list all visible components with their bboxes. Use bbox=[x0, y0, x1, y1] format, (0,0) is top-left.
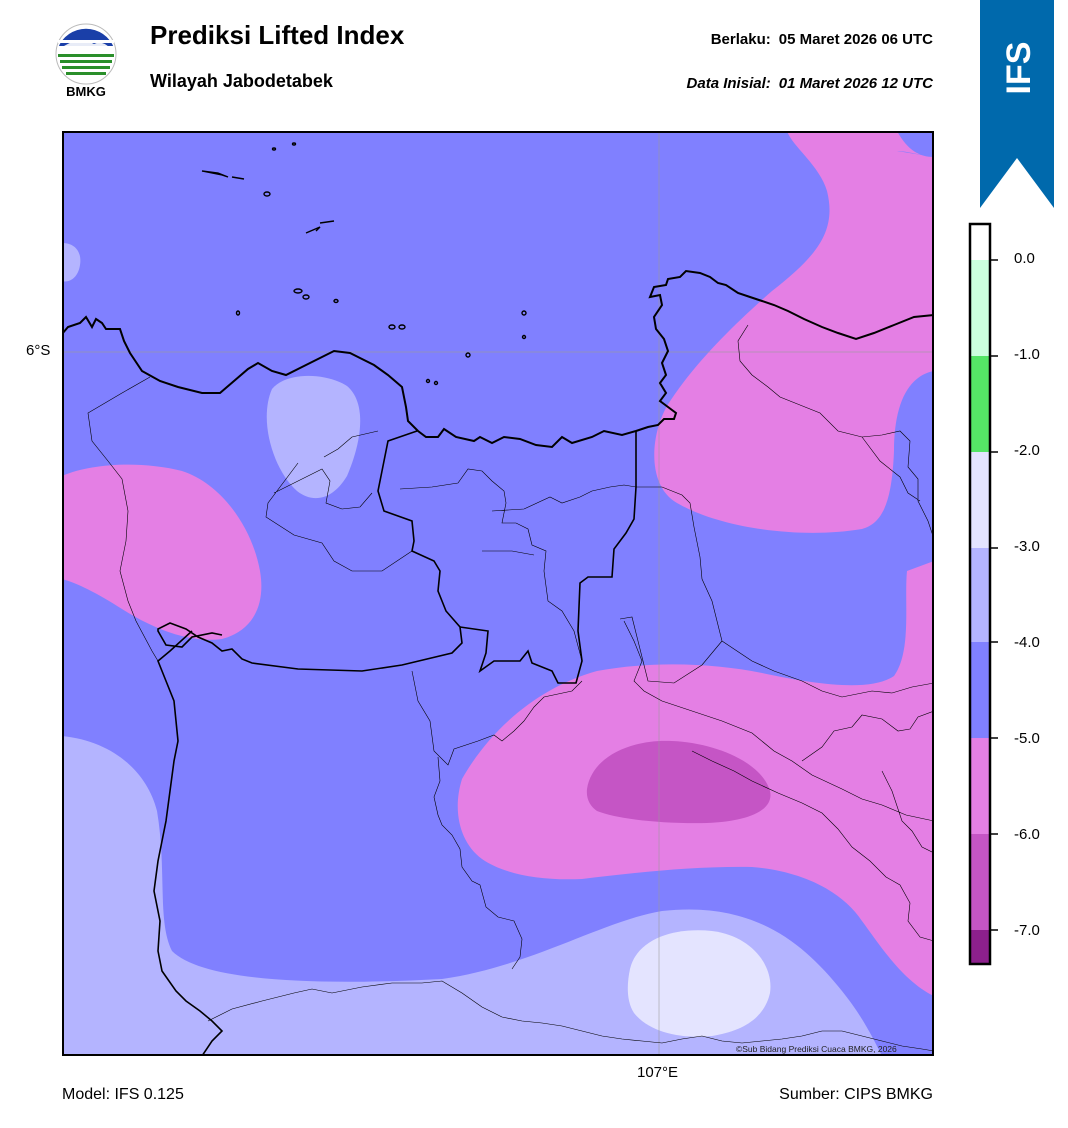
field-s-lightest bbox=[627, 930, 771, 1037]
model-ribbon-text: IFS bbox=[1000, 42, 1038, 95]
cb-seg-4-to-5 bbox=[970, 642, 990, 738]
page-title: Prediksi Lifted Index bbox=[150, 20, 405, 50]
cb-tick-2: -2.0 bbox=[1014, 442, 1040, 459]
lifted-index-map bbox=[62, 131, 934, 1056]
cb-tick-6: -6.0 bbox=[1014, 826, 1040, 843]
model-info: Model: IFS 0.125 bbox=[62, 1086, 184, 1103]
regency-borders bbox=[87, 324, 934, 1052]
valid-label: Berlaku: bbox=[710, 31, 771, 48]
coastline bbox=[62, 269, 934, 449]
cb-tick-4: -4.0 bbox=[1014, 634, 1040, 651]
cb-tick-3: -3.0 bbox=[1014, 538, 1040, 555]
province-border-west bbox=[153, 630, 224, 1056]
copyright-text: ©Sub Bidang Prediksi Cuaca BMKG, 2026 bbox=[736, 1044, 897, 1054]
province-border bbox=[157, 430, 463, 672]
source-info: Sumber: CIPS BMKG bbox=[779, 1086, 933, 1103]
bmkg-logo-icon bbox=[55, 23, 117, 85]
valid-value: 05 Maret 2026 06 UTC bbox=[778, 31, 933, 48]
cb-seg-5-to-6 bbox=[970, 738, 990, 834]
colorbar bbox=[968, 222, 998, 966]
longitude-label: 107°E bbox=[637, 1064, 679, 1081]
cb-seg-2-to-3 bbox=[970, 452, 990, 548]
field-nw-light bbox=[266, 375, 361, 499]
page-subtitle: Wilayah Jabodetabek bbox=[150, 71, 333, 91]
init-value: 01 Maret 2026 12 UTC bbox=[778, 75, 933, 92]
cb-tick-5: -5.0 bbox=[1014, 730, 1040, 747]
cb-seg-6-to-7 bbox=[970, 834, 990, 930]
model-ribbon: IFS bbox=[980, 0, 1054, 208]
cb-tick-1: -1.0 bbox=[1014, 346, 1040, 363]
field-ne-notch bbox=[897, 131, 934, 157]
latitude-label: 6°S bbox=[26, 342, 51, 359]
cb-tick-0: 0.0 bbox=[1014, 250, 1035, 267]
field-ne-pink bbox=[654, 131, 934, 533]
field-w-dot bbox=[62, 243, 81, 282]
cb-seg-above-0 bbox=[970, 224, 990, 260]
field-w-pink bbox=[62, 464, 262, 640]
map-frame bbox=[62, 131, 934, 1056]
cb-seg-below-7 bbox=[970, 930, 990, 964]
cb-frame bbox=[968, 222, 992, 966]
cb-seg-0-to-1 bbox=[970, 260, 990, 356]
logo-text: BMKG bbox=[66, 84, 106, 99]
province-border-2 bbox=[459, 431, 637, 684]
cb-tick-7: -7.0 bbox=[1014, 922, 1040, 939]
valid-time: Berlaku: 05 Maret 2026 06 UTC bbox=[711, 31, 933, 48]
field-se-pink bbox=[912, 691, 934, 996]
cb-seg-3-to-4 bbox=[970, 548, 990, 642]
init-label: Data Inisial: bbox=[686, 75, 771, 92]
init-time: Data Inisial: 01 Maret 2026 12 UTC bbox=[687, 75, 933, 92]
cb-seg-1-to-2 bbox=[970, 356, 990, 452]
field-core-purple bbox=[586, 740, 771, 824]
islands bbox=[201, 142, 527, 386]
